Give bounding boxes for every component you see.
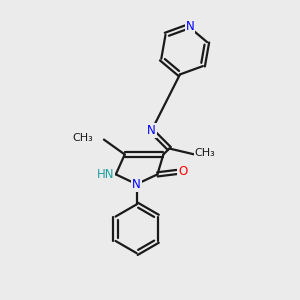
Text: N: N	[132, 178, 141, 191]
Text: O: O	[178, 166, 187, 178]
Text: N: N	[185, 20, 194, 33]
Text: HN: HN	[97, 168, 114, 181]
Text: N: N	[147, 124, 156, 137]
Text: CH₃: CH₃	[73, 133, 94, 143]
Text: CH₃: CH₃	[195, 148, 215, 158]
